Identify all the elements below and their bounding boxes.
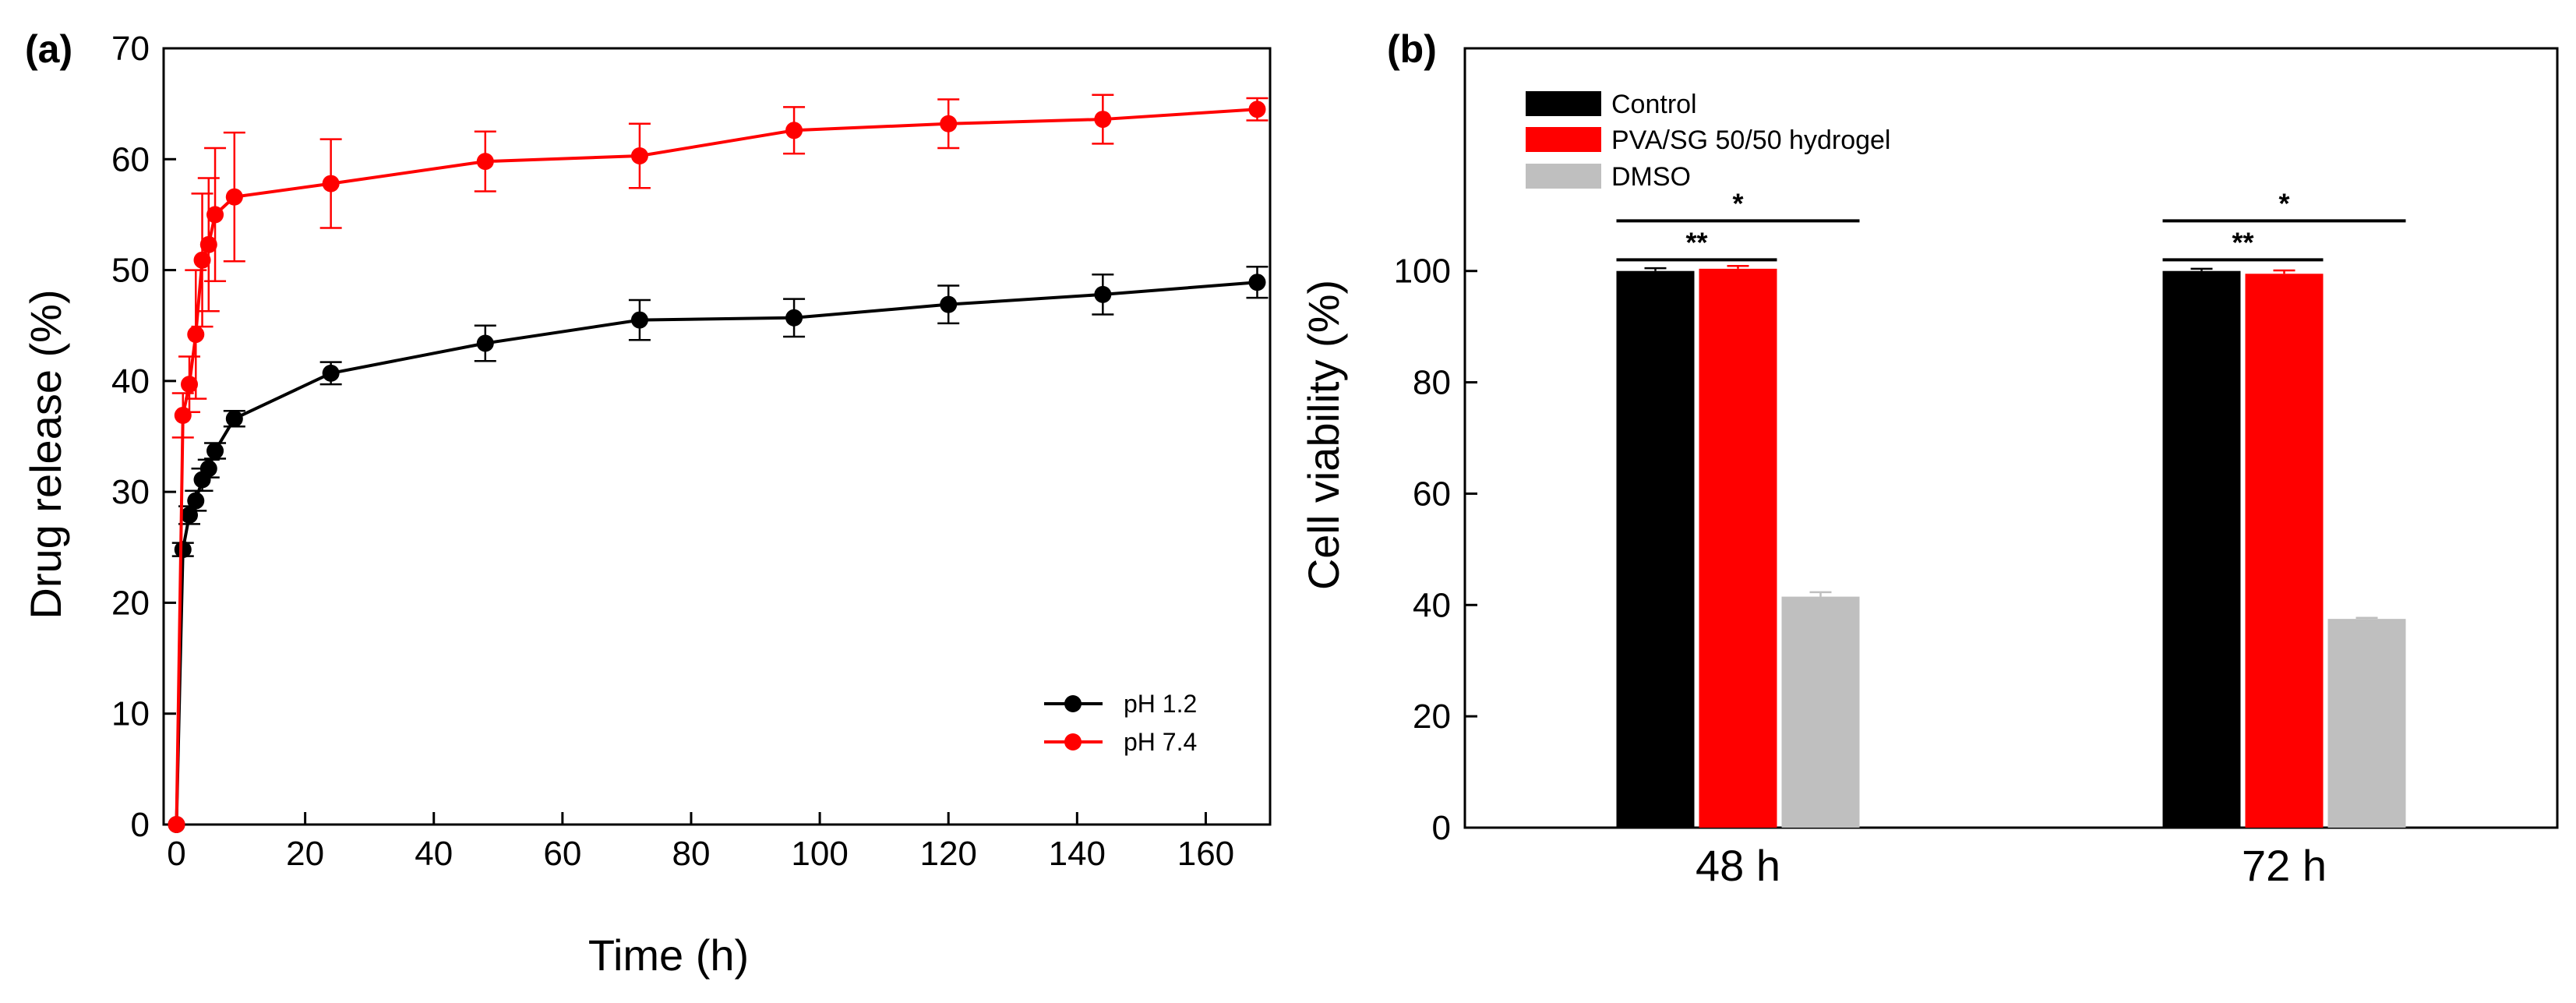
data-point-ph74 xyxy=(168,816,185,833)
panel-b-y-axis-label: Cell viability (%) xyxy=(1299,280,1348,590)
y-tick-label: 20 xyxy=(1413,698,1451,736)
data-point-ph74 xyxy=(476,153,494,171)
data-point-ph12 xyxy=(225,410,243,428)
panel-b-label: (b) xyxy=(1387,27,1437,71)
x-tick-label: 100 xyxy=(791,835,848,873)
data-point-ph74 xyxy=(1094,111,1112,129)
significance-label: * xyxy=(1732,187,1743,219)
x-tick-label: 120 xyxy=(919,835,976,873)
legend-marker-ph12 xyxy=(1064,695,1082,712)
data-point-ph12 xyxy=(174,541,192,559)
y-tick-label: 30 xyxy=(111,473,150,511)
legend-label-control: Control xyxy=(1611,90,1697,119)
data-point-ph12 xyxy=(785,309,803,327)
legend-label-ph12: pH 1.2 xyxy=(1124,690,1197,718)
panel-a-line-chart: (a) 0 20 40 60 80 100 120 140 160 0 10 20 30 40 50 60 70… xyxy=(21,27,1272,980)
x-tick-label: 160 xyxy=(1177,835,1234,873)
panel-a-y-axis-label: Drug release (%) xyxy=(21,289,70,619)
y-tick-label: 40 xyxy=(1413,586,1451,624)
category-label: 72 h xyxy=(2242,841,2327,890)
x-tick-label: 80 xyxy=(672,835,711,873)
data-point-ph74 xyxy=(174,406,192,424)
data-point-ph74 xyxy=(206,206,224,224)
y-tick-label: 70 xyxy=(111,30,150,68)
bar xyxy=(1781,596,1860,828)
legend-label-hydrogel: PVA/SG 50/50 hydrogel xyxy=(1611,125,1890,155)
data-point-ph12 xyxy=(630,311,648,329)
data-point-ph12 xyxy=(199,460,217,478)
panel-b-frame xyxy=(1463,47,2559,829)
series-line-ph74 xyxy=(175,108,1258,825)
panel-a-legend: pH 1.2 pH 7.4 xyxy=(1044,690,1197,756)
series-ph12 xyxy=(168,266,1269,833)
panel-a-x-axis-label: Time (h) xyxy=(588,931,749,980)
legend-marker-ph74 xyxy=(1064,733,1082,750)
y-tick-label: 40 xyxy=(111,362,150,401)
data-point-ph12 xyxy=(322,364,340,382)
y-tick-label: 100 xyxy=(1394,253,1451,291)
x-tick-label: 40 xyxy=(415,835,453,873)
data-point-ph74 xyxy=(193,251,211,269)
panel-a-label: (a) xyxy=(25,27,72,71)
data-point-ph12 xyxy=(1094,285,1112,303)
data-point-ph74 xyxy=(181,376,199,394)
bar xyxy=(2245,274,2324,828)
bar xyxy=(2162,270,2241,828)
y-tick-label: 80 xyxy=(1413,364,1451,402)
legend-swatch-hydrogel xyxy=(1526,127,1601,152)
x-tick-label: 60 xyxy=(543,835,581,873)
data-point-ph74 xyxy=(1248,101,1266,118)
x-tick-label: 20 xyxy=(286,835,324,873)
bar xyxy=(1699,268,1777,828)
data-point-ph74 xyxy=(199,235,217,253)
y-tick-label: 50 xyxy=(111,252,150,290)
y-tick-label: 60 xyxy=(1413,475,1451,513)
data-point-ph74 xyxy=(225,188,243,206)
data-point-ph74 xyxy=(187,326,205,344)
legend-label-ph74: pH 7.4 xyxy=(1124,728,1197,756)
x-tick-label: 0 xyxy=(167,835,185,873)
y-tick-label: 0 xyxy=(1432,809,1451,847)
panel-b-legend: Control PVA/SG 50/50 hydrogel DMSO xyxy=(1526,90,1890,192)
data-point-ph12 xyxy=(1248,274,1266,291)
legend-swatch-dmso xyxy=(1526,164,1601,189)
significance-label: * xyxy=(2278,187,2289,219)
data-point-ph74 xyxy=(630,147,648,165)
series-ph74 xyxy=(168,94,1269,833)
data-point-ph12 xyxy=(181,507,199,524)
legend-label-dmso: DMSO xyxy=(1611,162,1691,192)
category-label: 48 h xyxy=(1696,841,1780,890)
x-tick-label: 140 xyxy=(1049,835,1106,873)
y-tick-label: 10 xyxy=(111,695,150,733)
data-point-ph74 xyxy=(785,122,803,140)
bar xyxy=(2327,619,2406,828)
data-point-ph12 xyxy=(206,442,224,460)
legend-swatch-control xyxy=(1526,91,1601,116)
significance-label: ** xyxy=(1685,226,1707,258)
data-point-ph74 xyxy=(940,115,958,132)
data-point-ph12 xyxy=(940,295,958,313)
y-tick-label: 60 xyxy=(111,140,150,178)
significance-label: ** xyxy=(2232,226,2253,258)
data-point-ph12 xyxy=(476,334,494,352)
bar xyxy=(1616,270,1695,828)
panel-a-plot-area: 0 20 40 60 80 100 120 140 160 0 10 20 30 40 50 60 70 xyxy=(111,30,1272,873)
y-tick-label: 20 xyxy=(111,584,150,622)
y-tick-label: 0 xyxy=(131,806,150,844)
data-point-ph74 xyxy=(322,175,340,192)
panel-a-frame xyxy=(162,47,1272,826)
data-point-ph12 xyxy=(187,492,205,510)
